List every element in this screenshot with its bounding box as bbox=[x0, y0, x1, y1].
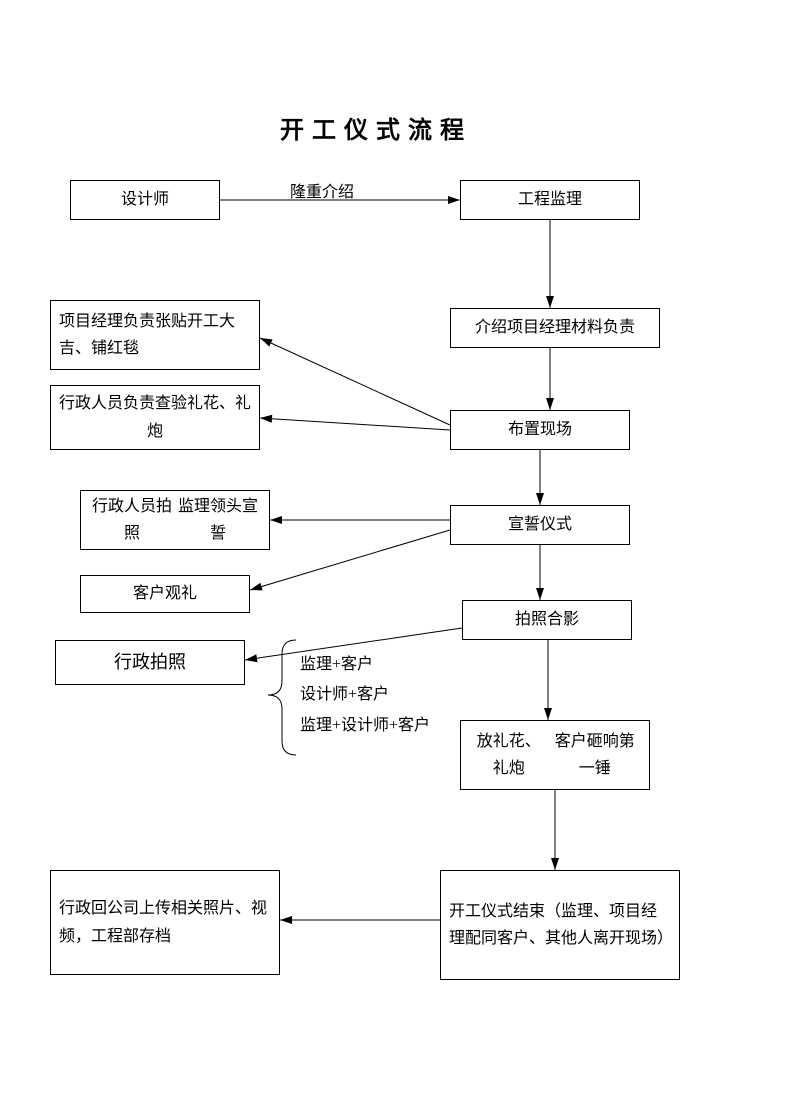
bracket-labels: 监理+客户设计师+客户监理+设计师+客户 bbox=[300, 650, 430, 741]
node-archive: 行政回公司上传相关照片、视频，工程部存档 bbox=[50, 870, 280, 975]
node-pm-poster: 项目经理负责张贴开工大吉、铺红毯 bbox=[50, 300, 260, 370]
node-designer: 设计师 bbox=[70, 180, 220, 220]
node-admin-shoot: 行政拍照 bbox=[55, 640, 245, 685]
node-customer-watch: 客户观礼 bbox=[80, 575, 250, 613]
node-setup-site: 布置现场 bbox=[450, 410, 630, 450]
diagram-title: 开工仪式流程 bbox=[280, 110, 472, 145]
node-fireworks-hammer: 放礼花、礼炮客户砸响第一锤 bbox=[460, 720, 650, 790]
flowchart-canvas: 开工仪式流程 设计师 工程监理 项目经理负责张贴开工大吉、铺红毯 介绍项目经理材… bbox=[0, 0, 792, 1120]
node-admin-check-fireworks: 行政人员负责查验礼花、礼炮 bbox=[50, 385, 260, 450]
edge-label-intro: 隆重介绍 bbox=[290, 178, 354, 208]
node-intro-pm-materials: 介绍项目经理材料负责 bbox=[450, 308, 660, 348]
node-oath-ceremony: 宣誓仪式 bbox=[450, 505, 630, 545]
node-group-photo: 拍照合影 bbox=[462, 600, 632, 640]
node-supervisor: 工程监理 bbox=[460, 180, 640, 220]
node-ceremony-end: 开工仪式结束（监理、项目经理配同客户、其他人离开现场） bbox=[440, 870, 680, 980]
node-admin-photo-oath: 行政人员拍照监理领头宣誓 bbox=[80, 490, 270, 550]
